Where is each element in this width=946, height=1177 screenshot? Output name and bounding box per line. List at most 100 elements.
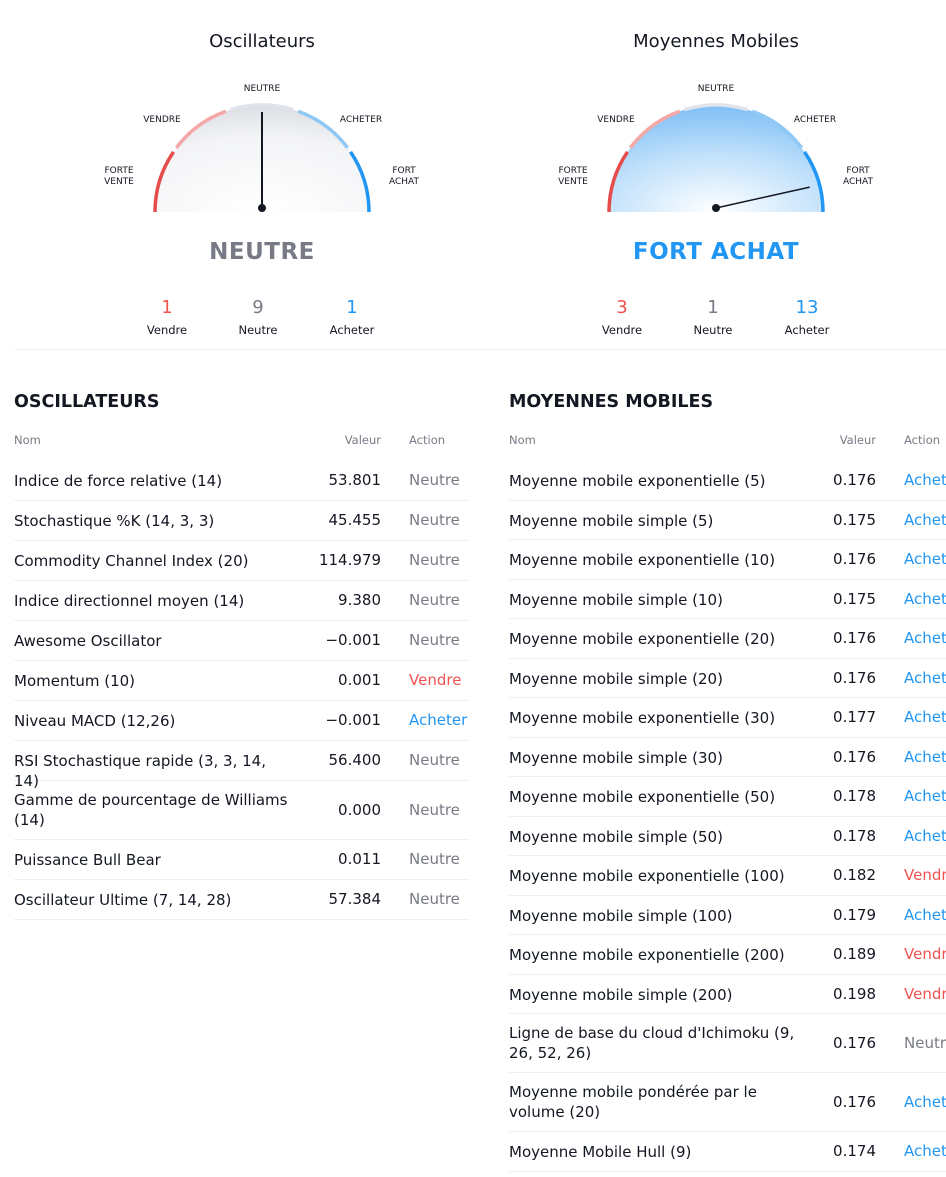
indicator-action: Neutre [409,591,460,609]
table-row[interactable]: Moyenne mobile exponentielle (50) 0.178 Ac… [509,777,946,817]
table-row[interactable]: Moyenne mobile exponentielle (10) 0.176 Ac… [509,540,946,580]
table-row[interactable]: Awesome Oscillator −0.001 Neutre [14,621,469,661]
table-row[interactable]: Indice directionnel moyen (14) 9.380 Neutr… [14,581,469,621]
gauge-arc-neutral [229,103,295,112]
indicator-name: Puissance Bull Bear [14,851,161,869]
table-row[interactable]: Puissance Bull Bear 0.011 Neutre [14,840,469,880]
table-row[interactable]: Ligne de base du cloud d'Ichimoku (9, 26… [509,1014,946,1073]
indicator-action: Vendre [904,866,946,884]
table-row[interactable]: Moyenne mobile exponentielle (5) 0.176 Ach… [509,461,946,501]
indicator-name: Awesome Oscillator [14,632,162,650]
oscillators-gauge-panel: Oscillateurs NEUTRE VENDRE ACHETER FORTE… [37,0,487,350]
indicator-action: Acheter [904,708,946,726]
oscillators-table-title: OSCILLATEURS [14,392,160,412]
table-row[interactable]: Moyenne mobile simple (50) 0.178 Acheter [509,817,946,856]
oscillators-col-action: Action [409,433,446,447]
indicator-name: Moyenne mobile simple (5) [509,511,714,530]
table-row[interactable]: RSI Stochastique rapide (3, 3, 14, 14) 56… [14,741,469,790]
sell-count-label: Vendre [601,323,643,337]
sell-count-value: 1 [161,297,173,318]
table-row[interactable]: Moyenne mobile simple (100) 0.179 Acheter [509,896,946,935]
table-row[interactable]: Moyenne mobile simple (5) 0.175 Acheter [509,501,946,540]
indicator-action: Acheter [409,711,468,729]
indicator-action: Acheter [904,471,946,489]
indicator-name: Moyenne Mobile Hull (9) [509,1143,692,1161]
indicator-name: Moyenne mobile exponentielle (5) [509,472,766,490]
gauge-arc-sell [629,109,681,149]
indicator-name: Moyenne mobile exponentielle (10) [509,551,776,569]
indicator-name: Ligne de base du cloud d'Ichimoku (9, 26… [509,1024,795,1062]
indicator-name: RSI Stochastique rapide (3, 3, 14, 14) [14,752,266,790]
moving-averages-neutral-count: 1 Neutre [673,297,753,337]
moving-averages-sell-count: 3 Vendre [582,297,662,337]
oscillators-gauge: NEUTRE VENDRE ACHETER FORTE VENTE FORT A… [104,84,420,213]
indicator-name: Indice directionnel moyen (14) [14,592,245,610]
indicator-name: Moyenne mobile simple (30) [509,748,723,767]
gauge-label-sell: VENDRE [143,115,181,125]
indicator-name: Moyenne mobile exponentielle (200) [509,946,785,964]
table-row[interactable]: Momentum (10) 0.001 Vendre [14,661,469,701]
indicator-value: 0.176 [833,471,876,489]
indicator-value: −0.001 [325,631,381,649]
table-row[interactable]: Moyenne mobile exponentielle (30) 0.177 Ac… [509,698,946,738]
indicator-value: 114.979 [318,551,381,569]
table-row[interactable]: Moyenne mobile pondérée par le volume (2… [509,1073,946,1132]
table-row[interactable]: Stochastique %K (14, 3, 3) 45.455 Neutre [14,501,469,541]
oscillators-gauge-title: Oscillateurs [209,31,315,52]
gauge-label-strong-buy-2: ACHAT [389,177,420,187]
indicator-name: Moyenne mobile simple (20) [509,669,723,688]
indicator-value: 0.174 [833,1142,876,1160]
indicator-action: Acheter [904,1142,946,1160]
moving-averages-col-action: Action [904,433,941,447]
indicator-value: 0.178 [833,787,876,805]
table-row[interactable]: Moyenne mobile simple (200) 0.198 Vendre [509,975,946,1014]
neutral-count-value: 9 [252,297,264,318]
table-row[interactable]: Niveau MACD (12,26) −0.001 Acheter [14,701,469,741]
gauge-arc-strong-sell [153,150,175,213]
table-row[interactable]: Oscillateur Ultime (7, 14, 28) 57.384 Neut… [14,880,469,920]
table-row[interactable]: Commodity Channel Index (20) 114.979 Neutr… [14,541,469,581]
indicator-value: 0.189 [833,945,876,963]
neutral-count-value: 1 [707,297,719,318]
indicator-action: Acheter [904,747,946,766]
table-row[interactable]: Moyenne mobile simple (20) 0.176 Acheter [509,659,946,698]
table-row[interactable]: Moyenne mobile exponentielle (200) 0.189 V… [509,935,946,975]
indicator-value: 0.176 [833,1034,876,1052]
indicator-value: 53.801 [328,471,382,489]
table-row[interactable]: Moyenne Mobile Hull (9) 0.174 Acheter [509,1132,946,1172]
indicator-action: Acheter [904,550,946,568]
indicator-action: Acheter [904,510,946,529]
gauge-label-buy: ACHETER [340,115,382,125]
table-row[interactable]: Moyenne mobile simple (30) 0.176 Acheter [509,738,946,777]
indicator-name: Moyenne mobile simple (50) [509,827,723,846]
oscillators-sell-count: 1 Vendre [127,297,207,337]
table-row[interactable]: Moyenne mobile exponentielle (20) 0.176 Ac… [509,619,946,659]
moving-averages-gauge-panel: Moyennes Mobiles NEUTRE VENDRE ACHETER F… [491,0,941,350]
moving-averages-col-name: Nom [509,433,536,447]
indicator-action: Vendre [904,984,946,1003]
table-row[interactable]: Moyenne mobile simple (10) 0.175 Acheter [509,580,946,619]
moving-averages-gauge-title: Moyennes Mobiles [633,31,799,52]
indicator-name: Gamme de pourcentage de Williams (14) [14,791,288,829]
indicator-value: 45.455 [328,511,382,529]
indicator-action: Acheter [904,787,946,805]
gauge-arc-buy [751,109,803,149]
indicator-action: Neutre [409,551,460,569]
indicator-value: 0.175 [833,589,876,608]
table-row[interactable]: Gamme de pourcentage de Williams (14) 0.0… [14,781,469,840]
indicator-action: Neutre [409,850,460,868]
indicator-value: 0.176 [833,550,876,568]
table-row[interactable]: Moyenne mobile exponentielle (100) 0.182 V… [509,856,946,896]
indicator-value: 0.001 [338,671,381,689]
indicator-name: Moyenne mobile exponentielle (100) [509,867,785,885]
indicator-value: 0.011 [338,850,381,868]
gauge-label-strong-sell-2: VENTE [104,177,134,187]
indicator-name: Indice de force relative (14) [14,472,223,490]
moving-averages-col-value: Valeur [839,433,876,447]
table-row[interactable]: Indice de force relative (14) 53.801 Neutr… [14,461,469,501]
indicator-name: Moyenne mobile simple (10) [509,590,723,609]
indicator-value: 0.177 [833,708,876,726]
gauge-pivot [258,204,266,212]
indicator-name: Moyenne mobile pondérée par le volume (2… [509,1083,757,1121]
gauge-arc-strong-buy [349,150,371,213]
